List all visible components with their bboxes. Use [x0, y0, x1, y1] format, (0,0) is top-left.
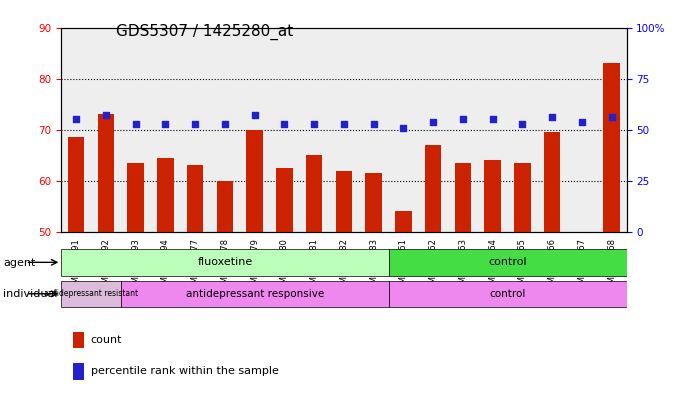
Bar: [157, 158, 174, 232]
Text: antidepressant responsive: antidepressant responsive: [185, 289, 323, 299]
Point: [428, 118, 439, 125]
FancyBboxPatch shape: [61, 249, 389, 275]
Bar: [425, 145, 441, 232]
FancyBboxPatch shape: [121, 281, 389, 307]
Bar: [247, 130, 263, 232]
Bar: [544, 132, 560, 232]
Text: antidepressant resistant: antidepressant resistant: [44, 289, 138, 298]
Point: [190, 120, 201, 127]
Text: control: control: [490, 289, 526, 299]
Point: [458, 116, 469, 123]
FancyBboxPatch shape: [61, 281, 121, 307]
Bar: [217, 181, 233, 232]
Bar: [573, 232, 590, 237]
Text: count: count: [91, 335, 122, 345]
Text: GDS5307 / 1425280_at: GDS5307 / 1425280_at: [116, 24, 293, 40]
FancyBboxPatch shape: [389, 281, 627, 307]
Bar: [514, 163, 530, 232]
Bar: [73, 332, 84, 348]
Bar: [127, 163, 144, 232]
Bar: [455, 163, 471, 232]
Text: individual: individual: [3, 289, 58, 299]
Text: fluoxetine: fluoxetine: [197, 257, 253, 267]
Bar: [366, 173, 382, 232]
Point: [160, 120, 171, 127]
Text: agent: agent: [3, 257, 36, 268]
Point: [279, 120, 290, 127]
Bar: [98, 114, 114, 232]
Bar: [73, 363, 84, 380]
Point: [606, 114, 617, 121]
Point: [71, 116, 82, 123]
Point: [487, 116, 498, 123]
Bar: [187, 165, 204, 232]
Point: [338, 120, 349, 127]
Bar: [68, 137, 84, 232]
Point: [517, 120, 528, 127]
Text: percentile rank within the sample: percentile rank within the sample: [91, 366, 279, 376]
Bar: [484, 160, 501, 232]
Bar: [306, 155, 322, 232]
Bar: [336, 171, 352, 232]
Point: [130, 120, 141, 127]
Point: [576, 118, 587, 125]
Point: [101, 112, 112, 119]
Bar: [603, 63, 620, 232]
Point: [308, 120, 319, 127]
Point: [219, 120, 230, 127]
FancyBboxPatch shape: [389, 249, 627, 275]
Point: [547, 114, 558, 121]
Bar: [276, 168, 293, 232]
Text: control: control: [488, 257, 527, 267]
Point: [398, 125, 409, 131]
Bar: [395, 211, 411, 232]
Point: [368, 120, 379, 127]
Point: [249, 112, 260, 119]
